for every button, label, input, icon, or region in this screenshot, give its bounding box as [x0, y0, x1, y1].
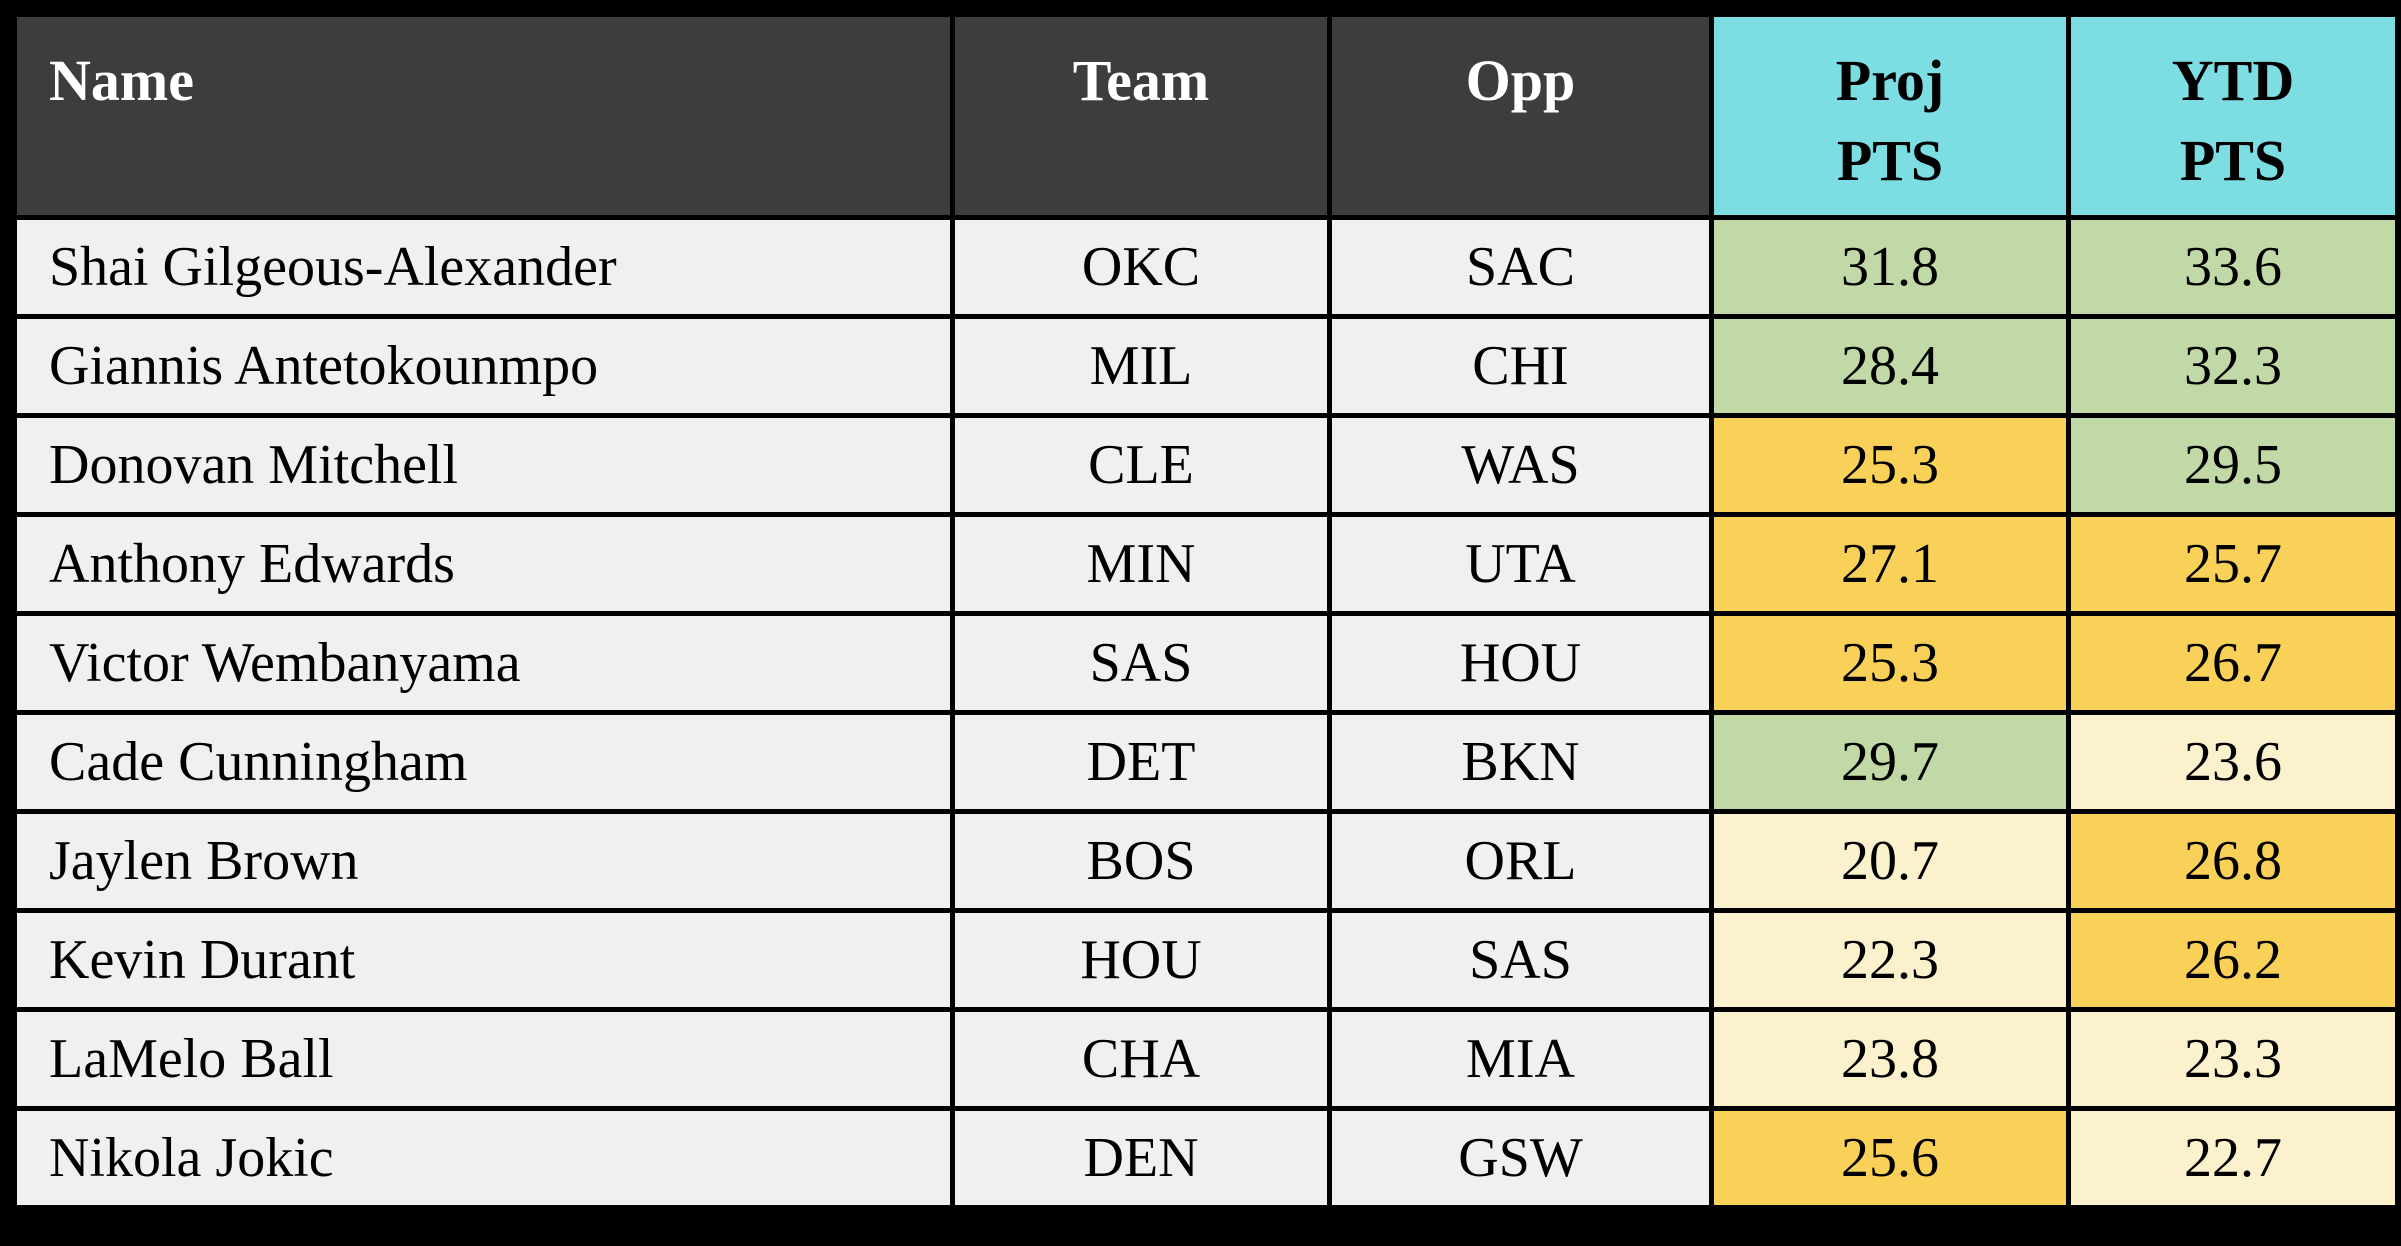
player-row: Cade Cunningham DET BKN 29.7 23.6 [12, 710, 2400, 814]
column-header-ytd-pts: YTD PTS [2066, 12, 2400, 220]
opp-cell: WAS [1327, 413, 1714, 517]
proj-pts-cell: 27.1 [1709, 512, 2071, 616]
ytd-pts-cell: 29.5 [2066, 413, 2400, 517]
player-row: Kevin Durant HOU SAS 22.3 26.2 [12, 908, 2400, 1012]
team-cell: DET [950, 710, 1332, 814]
player-name-cell: Donovan Mitchell [12, 413, 955, 517]
player-projections-table-container: Name Team Opp Proj PTS YTD PTS Shai Gilg… [12, 12, 2400, 1210]
player-name-cell: Giannis Antetokounmpo [12, 314, 955, 418]
team-cell: SAS [950, 611, 1332, 715]
proj-pts-cell: 25.3 [1709, 413, 2071, 517]
player-name-cell: Shai Gilgeous-Alexander [12, 215, 955, 319]
team-cell: CLE [950, 413, 1332, 517]
player-row: Nikola Jokic DEN GSW 25.6 22.7 [12, 1106, 2400, 1210]
table-header: Name Team Opp Proj PTS YTD PTS [12, 12, 2400, 220]
team-cell: MIL [950, 314, 1332, 418]
player-name-cell: Nikola Jokic [12, 1106, 955, 1210]
proj-pts-cell: 31.8 [1709, 215, 2071, 319]
team-cell: OKC [950, 215, 1332, 319]
player-row: Victor Wembanyama SAS HOU 25.3 26.7 [12, 611, 2400, 715]
opp-cell: CHI [1327, 314, 1714, 418]
player-row: Anthony Edwards MIN UTA 27.1 25.7 [12, 512, 2400, 616]
proj-pts-cell: 22.3 [1709, 908, 2071, 1012]
ytd-pts-cell: 26.7 [2066, 611, 2400, 715]
ytd-pts-cell: 26.2 [2066, 908, 2400, 1012]
player-name-cell: Victor Wembanyama [12, 611, 955, 715]
proj-pts-cell: 29.7 [1709, 710, 2071, 814]
player-row: Donovan Mitchell CLE WAS 25.3 29.5 [12, 413, 2400, 517]
column-header-name: Name [12, 12, 955, 220]
player-name-cell: Kevin Durant [12, 908, 955, 1012]
ytd-pts-cell: 32.3 [2066, 314, 2400, 418]
proj-pts-cell: 25.6 [1709, 1106, 2071, 1210]
ytd-pts-cell: 25.7 [2066, 512, 2400, 616]
opp-cell: UTA [1327, 512, 1714, 616]
team-cell: DEN [950, 1106, 1332, 1210]
opp-cell: SAS [1327, 908, 1714, 1012]
player-projections-table: Name Team Opp Proj PTS YTD PTS Shai Gilg… [12, 12, 2400, 1210]
opp-cell: MIA [1327, 1007, 1714, 1111]
player-name-cell: Anthony Edwards [12, 512, 955, 616]
column-header-proj-pts: Proj PTS [1709, 12, 2071, 220]
proj-pts-cell: 28.4 [1709, 314, 2071, 418]
ytd-pts-cell: 33.6 [2066, 215, 2400, 319]
player-row: Shai Gilgeous-Alexander OKC SAC 31.8 33.… [12, 215, 2400, 319]
player-row: Giannis Antetokounmpo MIL CHI 28.4 32.3 [12, 314, 2400, 418]
player-row: Jaylen Brown BOS ORL 20.7 26.8 [12, 809, 2400, 913]
team-cell: CHA [950, 1007, 1332, 1111]
ytd-pts-cell: 22.7 [2066, 1106, 2400, 1210]
ytd-pts-cell: 23.6 [2066, 710, 2400, 814]
player-name-cell: Cade Cunningham [12, 710, 955, 814]
opp-cell: HOU [1327, 611, 1714, 715]
opp-cell: ORL [1327, 809, 1714, 913]
team-cell: MIN [950, 512, 1332, 616]
table-body: Shai Gilgeous-Alexander OKC SAC 31.8 33.… [12, 215, 2400, 1210]
column-header-team: Team [950, 12, 1332, 220]
proj-pts-cell: 25.3 [1709, 611, 2071, 715]
team-cell: HOU [950, 908, 1332, 1012]
header-row: Name Team Opp Proj PTS YTD PTS [12, 12, 2400, 220]
team-cell: BOS [950, 809, 1332, 913]
column-header-ytd-pts-line1: YTD [2171, 48, 2295, 113]
player-name-cell: Jaylen Brown [12, 809, 955, 913]
proj-pts-cell: 23.8 [1709, 1007, 2071, 1111]
ytd-pts-cell: 23.3 [2066, 1007, 2400, 1111]
opp-cell: GSW [1327, 1106, 1714, 1210]
opp-cell: BKN [1327, 710, 1714, 814]
column-header-opp: Opp [1327, 12, 1714, 220]
opp-cell: SAC [1327, 215, 1714, 319]
column-header-proj-pts-line2: PTS [1836, 128, 1944, 193]
column-header-proj-pts-line1: Proj [1835, 48, 1945, 113]
proj-pts-cell: 20.7 [1709, 809, 2071, 913]
ytd-pts-cell: 26.8 [2066, 809, 2400, 913]
player-row: LaMelo Ball CHA MIA 23.8 23.3 [12, 1007, 2400, 1111]
player-name-cell: LaMelo Ball [12, 1007, 955, 1111]
column-header-ytd-pts-line2: PTS [2179, 128, 2287, 193]
